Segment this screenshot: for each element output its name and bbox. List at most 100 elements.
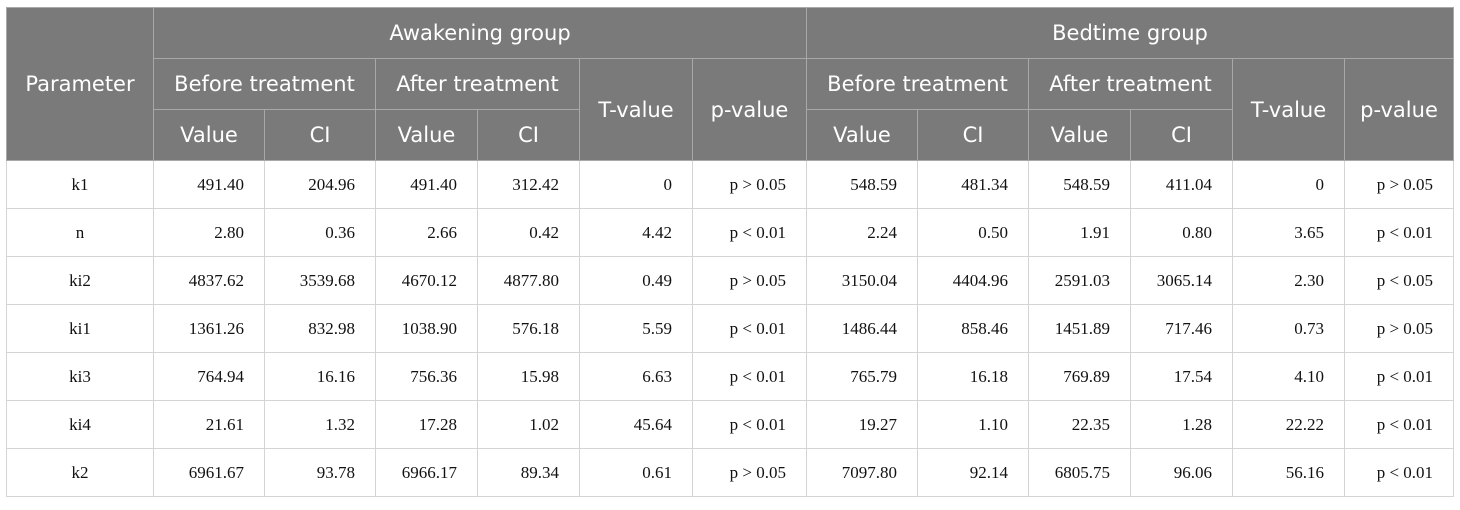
bedtime-pvalue: p < 0.01 — [1343, 352, 1455, 401]
awakening-pvalue: p < 0.01 — [692, 400, 807, 449]
awakening-after-value: 4670.12 — [375, 256, 478, 305]
bedtime-after-ci: 0.80 — [1130, 208, 1233, 257]
header-ci: CI — [477, 109, 580, 161]
table-row: k2 6961.67 93.78 6966.17 89.34 0.61 p > 0.05 70… — [6, 448, 1455, 497]
awakening-tvalue: 45.64 — [579, 400, 693, 449]
bedtime-pvalue: p < 0.05 — [1343, 256, 1455, 305]
bedtime-pvalue: p < 0.01 — [1343, 400, 1455, 449]
header-value: Value — [1028, 109, 1131, 161]
awakening-pvalue: p < 0.01 — [692, 352, 807, 401]
parameter-cell: k1 — [6, 160, 154, 209]
awakening-before-value: 2.80 — [153, 208, 265, 257]
table-header: Parameter Awakening group Bedtime group … — [6, 7, 1455, 161]
awakening-tvalue: 0.49 — [579, 256, 693, 305]
awakening-pvalue: p > 0.05 — [692, 256, 807, 305]
bedtime-after-ci: 17.54 — [1130, 352, 1233, 401]
awakening-before-ci: 93.78 — [264, 448, 376, 497]
header-bedtime-tvalue: T-value — [1232, 58, 1345, 161]
awakening-pvalue: p > 0.05 — [692, 160, 807, 209]
bedtime-before-ci: 858.46 — [917, 304, 1029, 353]
awakening-after-value: 6966.17 — [375, 448, 478, 497]
header-awakening-group: Awakening group — [153, 7, 807, 59]
bedtime-before-ci: 4404.96 — [917, 256, 1029, 305]
bedtime-before-value: 765.79 — [806, 352, 918, 401]
awakening-pvalue: p < 0.01 — [692, 304, 807, 353]
bedtime-after-ci: 411.04 — [1130, 160, 1233, 209]
header-bedtime-before: Before treatment — [806, 58, 1029, 110]
header-bedtime-group: Bedtime group — [805, 7, 1455, 59]
bedtime-after-ci: 3065.14 — [1130, 256, 1233, 305]
bedtime-before-ci: 1.10 — [917, 400, 1029, 449]
bedtime-after-ci: 96.06 — [1130, 448, 1233, 497]
awakening-after-value: 491.40 — [375, 160, 478, 209]
bedtime-after-value: 548.59 — [1028, 160, 1131, 209]
awakening-before-value: 491.40 — [153, 160, 265, 209]
header-ci: CI — [264, 109, 376, 161]
awakening-tvalue: 6.63 — [579, 352, 693, 401]
awakening-before-ci: 16.16 — [264, 352, 376, 401]
awakening-before-value: 21.61 — [153, 400, 265, 449]
header-awakening-tvalue: T-value — [579, 58, 693, 161]
awakening-pvalue: p > 0.05 — [692, 448, 807, 497]
awakening-after-ci: 0.42 — [477, 208, 580, 257]
table-row: ki3 764.94 16.16 756.36 15.98 6.63 p < 0.01 765… — [6, 352, 1455, 401]
bedtime-before-value: 2.24 — [806, 208, 918, 257]
bedtime-before-value: 19.27 — [806, 400, 918, 449]
table-body: k1 491.40 204.96 491.40 312.42 0 p > 0.05 548.5… — [6, 160, 1455, 497]
header-awakening-after: After treatment — [375, 58, 580, 110]
table-row: n 2.80 0.36 2.66 0.42 4.42 p < 0.01 2.24 0.50 1.9… — [6, 208, 1455, 257]
bedtime-before-value: 3150.04 — [806, 256, 918, 305]
awakening-before-value: 4837.62 — [153, 256, 265, 305]
awakening-before-ci: 3539.68 — [264, 256, 376, 305]
header-awakening-before: Before treatment — [153, 58, 376, 110]
header-parameter: Parameter — [6, 7, 154, 161]
bedtime-before-value: 1486.44 — [806, 304, 918, 353]
bedtime-pvalue: p > 0.05 — [1343, 160, 1455, 209]
bedtime-tvalue: 56.16 — [1232, 448, 1345, 497]
parameter-cell: ki1 — [6, 304, 154, 353]
bedtime-tvalue: 0 — [1232, 160, 1345, 209]
awakening-after-ci: 1.02 — [477, 400, 580, 449]
header-value: Value — [153, 109, 265, 161]
header-bedtime-after: After treatment — [1028, 58, 1233, 110]
bedtime-after-ci: 717.46 — [1130, 304, 1233, 353]
awakening-after-value: 756.36 — [375, 352, 478, 401]
awakening-tvalue: 4.42 — [579, 208, 693, 257]
bedtime-before-ci: 0.50 — [917, 208, 1029, 257]
bedtime-before-ci: 92.14 — [917, 448, 1029, 497]
bedtime-after-ci: 1.28 — [1130, 400, 1233, 449]
parameter-cell: ki2 — [6, 256, 154, 305]
awakening-before-value: 764.94 — [153, 352, 265, 401]
bedtime-tvalue: 0.73 — [1232, 304, 1345, 353]
header-value: Value — [375, 109, 478, 161]
awakening-before-value: 1361.26 — [153, 304, 265, 353]
header-value: Value — [806, 109, 918, 161]
header-ci: CI — [917, 109, 1029, 161]
awakening-after-ci: 576.18 — [477, 304, 580, 353]
awakening-after-value: 1038.90 — [375, 304, 478, 353]
bedtime-tvalue: 3.65 — [1232, 208, 1345, 257]
bedtime-tvalue: 22.22 — [1232, 400, 1345, 449]
parameter-cell: ki3 — [6, 352, 154, 401]
table-row: ki4 21.61 1.32 17.28 1.02 45.64 p < 0.01 19.27 1… — [6, 400, 1455, 449]
bedtime-after-value: 1.91 — [1028, 208, 1131, 257]
awakening-before-ci: 1.32 — [264, 400, 376, 449]
bedtime-pvalue: p > 0.05 — [1343, 304, 1455, 353]
parameter-cell: ki4 — [6, 400, 154, 449]
parameter-cell: k2 — [6, 448, 154, 497]
bedtime-tvalue: 4.10 — [1232, 352, 1345, 401]
awakening-after-ci: 4877.80 — [477, 256, 580, 305]
parameter-cell: n — [6, 208, 154, 257]
bedtime-after-value: 769.89 — [1028, 352, 1131, 401]
awakening-before-value: 6961.67 — [153, 448, 265, 497]
results-table-container: Parameter Awakening group Bedtime group … — [6, 7, 1455, 497]
awakening-tvalue: 0.61 — [579, 448, 693, 497]
bedtime-after-value: 1451.89 — [1028, 304, 1131, 353]
bedtime-after-value: 2591.03 — [1028, 256, 1131, 305]
awakening-after-value: 2.66 — [375, 208, 478, 257]
awakening-tvalue: 0 — [579, 160, 693, 209]
bedtime-pvalue: p < 0.01 — [1343, 208, 1455, 257]
bedtime-before-ci: 481.34 — [917, 160, 1029, 209]
bedtime-before-value: 548.59 — [806, 160, 918, 209]
table-row: ki1 1361.26 832.98 1038.90 576.18 5.59 p < 0.0… — [6, 304, 1455, 353]
